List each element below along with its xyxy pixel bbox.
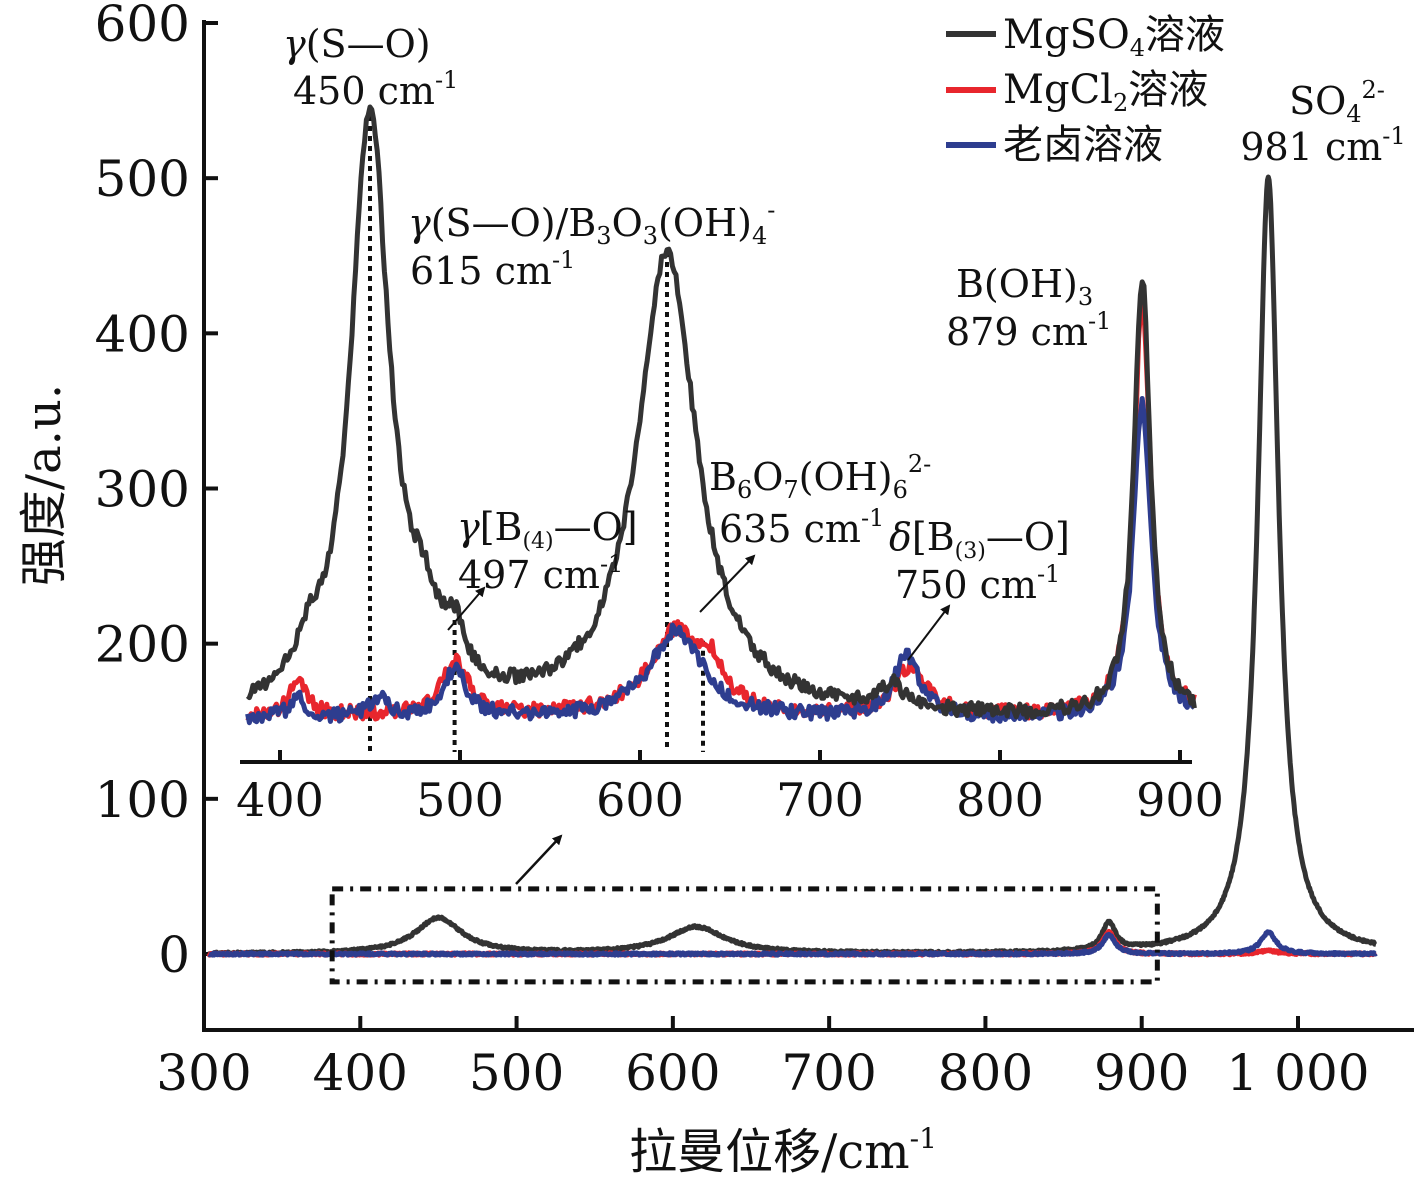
main-x-tick-label: 600 [625, 1044, 720, 1102]
ann-boh3-name: B(OH)3 [956, 262, 1093, 311]
main-y-tick-label: 300 [95, 461, 190, 519]
inset-background [240, 50, 1195, 762]
main-x-tick-label: 900 [1094, 1044, 1189, 1102]
main-y-tick-label: 500 [95, 150, 190, 208]
main-ticks: 0 100 200 300 400 500 600 300 400 500 600 700 800 900… [95, 0, 1370, 1102]
zoom-region-box [329, 886, 1160, 985]
main-y-tick-label: 100 [95, 771, 190, 829]
inset-reference-lines [368, 116, 705, 752]
legend-item-mgso4: MgSO4溶液 [946, 12, 1225, 62]
ann-750-name: δ[B(3)—O] [889, 515, 1070, 564]
so4-wavenumber: 981 cm-1 [1240, 122, 1405, 169]
legend-label-mgso4: MgSO4溶液 [1003, 12, 1225, 62]
inset-x-tick-label: 400 [236, 773, 324, 827]
inset-x-tick-label: 900 [1136, 773, 1224, 827]
x-axis-title: 拉曼位移/cm-1 [629, 1122, 937, 1180]
ann-635-arrow [699, 554, 756, 613]
main-x-tick-label: 1 000 [1226, 1044, 1369, 1102]
ann-so-450-name: γ(S—O) [283, 22, 431, 66]
main-x-tick-label: 300 [156, 1044, 251, 1102]
so4-label: SO42- [1289, 76, 1385, 128]
inset-plot: 400 500 600 700 800 900 [236, 50, 1224, 827]
ann-615-wavenumber: 615 cm-1 [410, 246, 575, 293]
inset-ticks: 400 500 600 700 800 900 [236, 750, 1224, 827]
main-x-tick-label: 700 [781, 1044, 876, 1102]
legend-label-mgcl2: MgCl2溶液 [1003, 67, 1208, 117]
main-y-tick-label: 200 [95, 616, 190, 674]
ann-497-arrow [447, 586, 486, 631]
main-x-tick-label: 800 [938, 1044, 1033, 1102]
main-x-tick-label: 400 [313, 1044, 408, 1102]
main-axes: 0 100 200 300 400 500 600 300 400 500 600 700 800 900… [95, 0, 1414, 1102]
ann-635-name: B6O7(OH)62- [709, 450, 931, 504]
ann-750-arrow [907, 604, 951, 661]
y-axis-title: 强度/a.u. [16, 384, 72, 586]
zoom-arrow [515, 834, 563, 885]
inset-x-tick-label: 600 [596, 773, 684, 827]
ann-boh3-wavenumber: 879 cm-1 [946, 307, 1111, 354]
main-x-tick-label: 500 [469, 1044, 564, 1102]
inset-x-tick-label: 800 [956, 773, 1044, 827]
ann-497-name: γ[B(4)—O] [457, 505, 638, 554]
inset-series-lines [245, 104, 1197, 726]
main-y-tick-label: 0 [158, 926, 190, 984]
inset-line-mgso4 [245, 104, 1197, 720]
ann-so-450-wavenumber: 450 cm-1 [293, 66, 458, 113]
main-line-brine [207, 929, 1378, 958]
main-y-tick-label: 400 [95, 305, 190, 363]
inset-x-tick-label: 500 [416, 773, 504, 827]
inset-x-tick-label: 700 [776, 773, 864, 827]
legend-item-mgcl2: MgCl2溶液 [946, 67, 1208, 117]
main-series-lines [206, 174, 1378, 958]
ann-750-wavenumber: 750 cm-1 [895, 560, 1060, 607]
main-y-tick-label: 600 [95, 0, 190, 53]
ann-635-wavenumber: 635 cm-1 [719, 504, 884, 551]
legend-label-brine: 老卤溶液 [1003, 122, 1163, 168]
legend: MgSO4溶液 MgCl2溶液 老卤溶液 [946, 12, 1225, 168]
legend-item-brine: 老卤溶液 [946, 122, 1163, 168]
main-line-mgso4 [207, 174, 1378, 957]
ann-615-name: γ(S—O)/B3O3(OH)4- [408, 196, 775, 250]
